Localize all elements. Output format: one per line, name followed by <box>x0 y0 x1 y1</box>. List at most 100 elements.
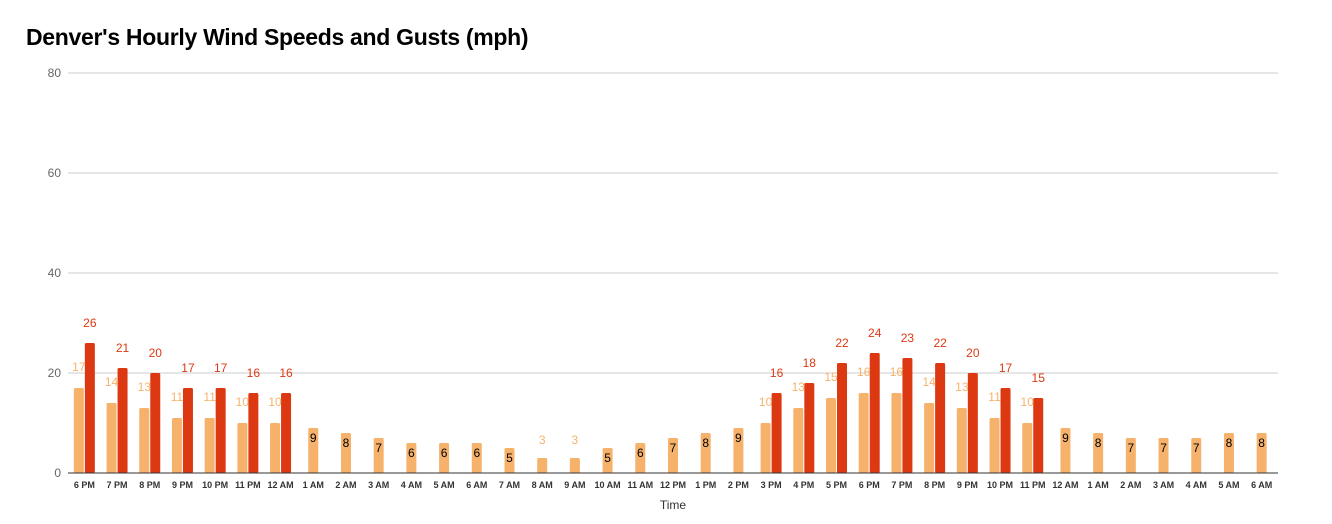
data-label-wind-speed: 13 <box>792 380 806 394</box>
x-tick-label: 11 PM <box>1020 480 1046 490</box>
x-tick-label: 6 PM <box>859 480 880 490</box>
bar-wind-speed <box>1191 438 1202 473</box>
data-label-wind-speed: 8 <box>1095 436 1102 450</box>
bar-wind-speed <box>1256 433 1267 473</box>
bar-wind-gust <box>771 393 782 473</box>
data-label-wind-speed: 13 <box>955 380 969 394</box>
bar-wind-gust <box>902 358 913 473</box>
y-tick-label: 80 <box>48 66 62 80</box>
x-tick-label: 3 AM <box>368 480 389 490</box>
data-label-wind-speed: 17 <box>72 360 86 374</box>
bar-wind-gust <box>967 373 978 473</box>
data-label-wind-speed: 15 <box>824 370 838 384</box>
data-label-wind-gust: 20 <box>966 346 980 360</box>
data-label-wind-speed: 9 <box>735 431 742 445</box>
bar-wind-speed <box>106 403 117 473</box>
bar-wind-speed <box>700 433 711 473</box>
bar-wind-speed <box>139 408 150 473</box>
bar-wind-speed <box>793 408 804 473</box>
bar-wind-speed <box>733 428 744 473</box>
bar-wind-gust <box>869 353 880 473</box>
y-tick-label: 0 <box>54 466 61 480</box>
data-label-wind-speed: 3 <box>572 433 579 447</box>
data-label-wind-gust: 16 <box>247 366 261 380</box>
x-tick-label: 9 AM <box>564 480 585 490</box>
y-axis-ticks: 0 20 40 60 80 <box>48 66 62 480</box>
bar-wind-speed <box>635 443 646 473</box>
bar-wind-speed <box>668 438 678 473</box>
x-tick-label: 1 PM <box>695 480 716 490</box>
data-labels: 17 26 14 21 13 20 11 17 11 17 10 16 10 16 9 8 7 6 6 6 5 3 3 5 6 7… <box>72 316 1265 465</box>
bar-wind-gust <box>837 363 848 473</box>
y-tick-label: 60 <box>48 166 62 180</box>
data-label-wind-speed: 8 <box>1226 436 1233 450</box>
bar-wind-speed <box>1093 433 1104 473</box>
x-tick-label: 2 AM <box>1120 480 1141 490</box>
data-label-wind-speed: 16 <box>857 365 871 379</box>
bar-wind-speed <box>858 393 869 473</box>
x-tick-label: 5 AM <box>1218 480 1239 490</box>
data-label-wind-speed: 7 <box>1160 441 1167 455</box>
data-label-wind-gust: 23 <box>901 331 915 345</box>
bar-wind-gust <box>150 373 161 473</box>
x-tick-label: 9 PM <box>172 480 193 490</box>
x-tick-label: 12 AM <box>1052 480 1078 490</box>
data-label-wind-speed: 5 <box>604 451 611 465</box>
data-label-wind-gust: 17 <box>181 361 195 375</box>
data-label-wind-speed: 8 <box>702 436 709 450</box>
data-label-wind-gust: 18 <box>803 356 817 370</box>
x-tick-label: 5 AM <box>433 480 454 490</box>
data-label-wind-speed: 14 <box>922 375 936 389</box>
data-label-wind-speed: 11 <box>203 390 216 404</box>
x-tick-label: 6 AM <box>1251 480 1272 490</box>
data-label-wind-speed: 7 <box>375 441 382 455</box>
data-label-wind-speed: 8 <box>343 436 350 450</box>
x-tick-label: 8 PM <box>924 480 945 490</box>
x-tick-label: 12 PM <box>660 480 686 490</box>
x-axis-title: Time <box>660 498 687 512</box>
bar-wind-speed <box>1223 433 1234 473</box>
y-tick-label: 40 <box>48 266 62 280</box>
data-label-wind-gust: 16 <box>770 366 784 380</box>
y-tick-label: 20 <box>48 366 62 380</box>
bar-wind-gust <box>804 383 815 473</box>
data-label-wind-speed: 9 <box>1062 431 1069 445</box>
x-tick-label: 3 PM <box>761 480 782 490</box>
x-tick-label: 8 AM <box>532 480 553 490</box>
data-label-wind-speed: 8 <box>1258 436 1265 450</box>
data-label-wind-speed: 11 <box>171 390 184 404</box>
bar-wind-speed <box>1125 438 1136 473</box>
data-label-wind-speed: 10 <box>268 395 282 409</box>
bar-wind-speed <box>537 458 548 473</box>
bar-wind-gust <box>1000 388 1011 473</box>
bar-wind-speed <box>1022 423 1033 473</box>
data-label-wind-speed: 7 <box>1193 441 1200 455</box>
bar-wind-speed <box>569 458 580 473</box>
bar-wind-speed <box>439 443 450 473</box>
data-label-wind-gust: 17 <box>999 361 1013 375</box>
bar-wind-speed <box>373 438 384 473</box>
bar-wind-speed <box>826 398 837 473</box>
data-label-wind-gust: 21 <box>116 341 130 355</box>
bar-wind-speed <box>340 433 351 473</box>
data-label-wind-speed: 10 <box>1021 395 1035 409</box>
x-tick-label: 10 PM <box>202 480 228 490</box>
bar-wind-speed <box>406 443 417 473</box>
bar-wind-speed <box>73 388 84 473</box>
data-label-wind-speed: 10 <box>236 395 250 409</box>
data-label-wind-speed: 10 <box>759 395 773 409</box>
x-tick-label: 1 AM <box>1088 480 1109 490</box>
bar-wind-speed <box>171 418 182 473</box>
data-label-wind-speed: 16 <box>890 365 904 379</box>
data-label-wind-speed: 6 <box>637 446 644 460</box>
bar-wind-speed <box>924 403 935 473</box>
x-tick-label: 8 PM <box>139 480 160 490</box>
x-tick-label: 6 PM <box>74 480 95 490</box>
x-tick-label: 7 AM <box>499 480 520 490</box>
data-label-wind-speed: 3 <box>539 433 546 447</box>
bar-wind-speed <box>471 443 482 473</box>
x-tick-label: 5 PM <box>826 480 847 490</box>
data-label-wind-gust: 16 <box>279 366 293 380</box>
data-label-wind-gust: 26 <box>83 316 97 330</box>
bar-wind-gust <box>248 393 259 473</box>
